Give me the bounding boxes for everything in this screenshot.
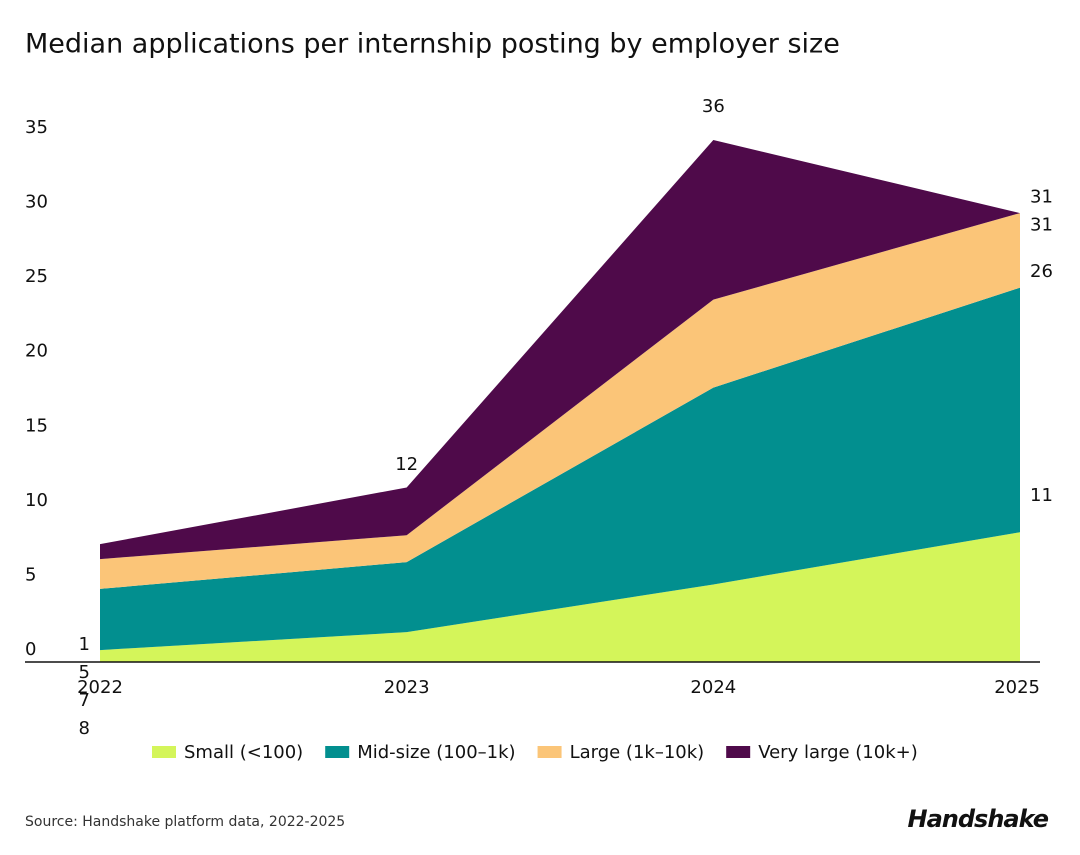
y-tick-label: 20 [25, 341, 48, 362]
point-label: 8 [79, 718, 90, 739]
chart-title: Median applications per internship posti… [25, 29, 840, 60]
point-label: 5 [79, 662, 90, 683]
legend: Small (<100) Mid-size (100–1k) Large (1k–1… [152, 742, 918, 763]
y-tick-label: 35 [25, 117, 48, 138]
area [100, 213, 1020, 589]
legend-swatch [726, 746, 751, 758]
point-label: 31 [1030, 215, 1053, 236]
legend-label: Very large (10k+) [758, 742, 918, 763]
legend-swatch [537, 746, 562, 758]
point-label: 7 [79, 690, 90, 711]
x-tick-label: 2025 [994, 677, 1040, 698]
brand-logo: Handshake [908, 805, 1049, 833]
legend-label: Mid-size (100–1k) [357, 742, 515, 763]
point-label: 11 [1030, 485, 1053, 506]
source: Source: Handshake platform data, 2022-20… [25, 814, 345, 830]
y-tick-label: 0 [25, 639, 36, 660]
y-tick-label: 15 [25, 415, 48, 436]
x-tick-label: 2022 [77, 677, 123, 698]
y-tick-label: 25 [25, 266, 48, 287]
point-label: 36 [702, 96, 725, 117]
legend-label: Large (1k–10k) [570, 742, 705, 763]
y-tick-label: 30 [25, 192, 48, 213]
point-label: 12 [395, 454, 418, 475]
area [100, 287, 1020, 651]
legend-label: Small (<100) [184, 742, 303, 763]
area [100, 532, 1020, 662]
point-label: 26 [1030, 261, 1053, 282]
x-tick-label: 2024 [690, 677, 736, 698]
point-label: 31 [1030, 187, 1053, 208]
y-tick-label: 10 [25, 490, 48, 511]
area [100, 140, 1020, 560]
y-tick-label: 5 [25, 564, 36, 585]
legend-swatch [325, 746, 350, 758]
point-label: 1 [79, 634, 90, 655]
x-tick-label: 2023 [384, 677, 430, 698]
legend-swatch [152, 746, 176, 758]
